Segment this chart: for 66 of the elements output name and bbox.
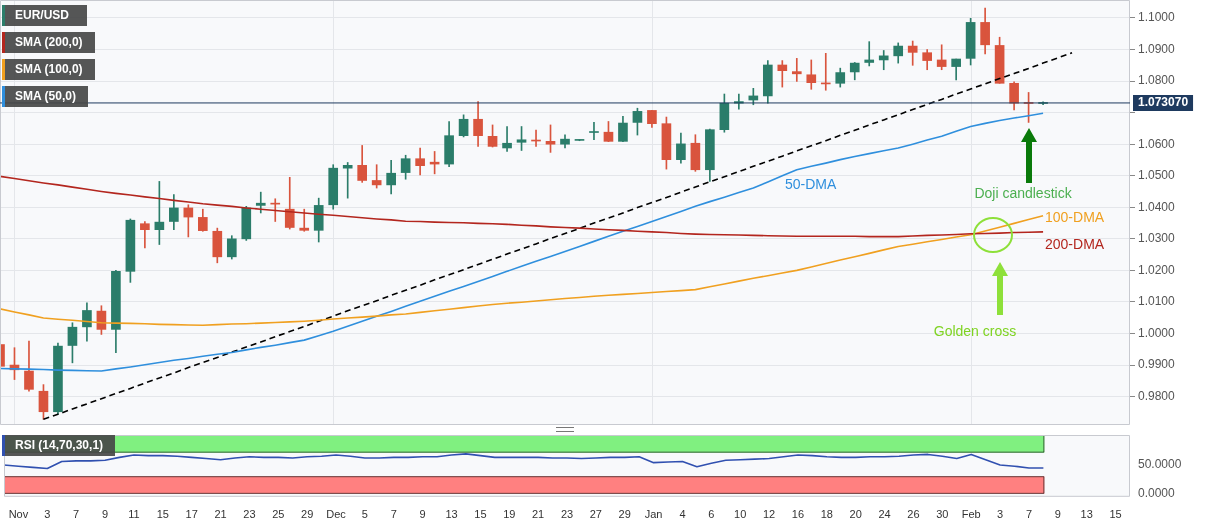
legend-label: SMA (200,0) (2, 32, 95, 53)
y-tick-label: 1.0100 (1138, 294, 1176, 309)
annotation: Doji candlestick (974, 184, 1073, 201)
legend-label: SMA (50,0) (2, 86, 88, 107)
x-tick-label: 20 (849, 508, 862, 521)
x-tick-label: 3 (997, 508, 1004, 521)
x-tick-label: 19 (503, 508, 516, 521)
x-tick-label: 23 (243, 508, 256, 521)
x-tick-label: 15 (474, 508, 487, 521)
y-tick-label: 1.0800 (1138, 73, 1176, 88)
ref-line-label: 1.073070 (1138, 95, 1189, 110)
x-tick-label: 26 (907, 508, 920, 521)
x-tick-label: 3 (44, 508, 51, 521)
x-tick-label: 5 (361, 508, 368, 521)
y-tick-label: 50.0000 (1138, 456, 1182, 471)
legend-label: EUR/USD (2, 5, 87, 26)
annotation: Golden cross (933, 322, 1017, 339)
x-tick-label: Nov (8, 508, 29, 521)
x-tick-label: 7 (390, 508, 397, 521)
legend-label: RSI (14,70,30,1) (2, 435, 116, 456)
x-tick-label: 17 (185, 508, 198, 521)
x-tick-label: Dec (326, 508, 347, 521)
x-tick-label: 24 (878, 508, 891, 521)
annotation: 200-DMA (1045, 235, 1105, 252)
y-tick-label: 0.9800 (1138, 388, 1176, 403)
x-tick-label: 11 (128, 508, 140, 521)
x-tick-label: 4 (679, 508, 686, 521)
y-tick-label: 1.1000 (1138, 10, 1176, 25)
annotation: 50-DMA (785, 175, 838, 192)
x-tick-label: 16 (791, 508, 805, 521)
x-tick-label: 13 (445, 508, 458, 521)
y-tick-label: 1.0900 (1138, 41, 1176, 56)
candlestick (342, 162, 353, 199)
x-tick-label: 9 (1054, 508, 1061, 521)
x-tick-label: 27 (589, 508, 602, 521)
x-tick-label: Jan (644, 508, 663, 521)
x-tick-label: Feb (961, 508, 981, 521)
candlestick (589, 122, 599, 141)
x-tick-label: 10 (734, 508, 747, 521)
x-tick-label: 15 (156, 508, 169, 521)
x-tick-label: 23 (560, 508, 574, 521)
y-tick-label: 0.0000 (1138, 486, 1176, 501)
x-tick-label: 7 (1025, 508, 1033, 521)
y-tick-label: 0.9900 (1138, 357, 1176, 372)
x-tick-label: 9 (419, 508, 426, 521)
legend-label: SMA (100,0) (2, 59, 95, 80)
x-tick-label: 12 (762, 508, 776, 521)
y-tick-label: 1.0600 (1138, 136, 1176, 151)
x-tick-label: 29 (301, 508, 314, 521)
x-tick-label: 18 (820, 508, 833, 521)
annotation: 100-DMA (1045, 208, 1105, 225)
y-tick-label: 1.0500 (1138, 168, 1176, 183)
x-tick-label: 21 (214, 508, 227, 521)
x-tick-label: 6 (708, 508, 715, 521)
x-tick-label: 21 (532, 508, 545, 521)
y-tick-label: 1.0400 (1138, 199, 1176, 214)
x-tick-label: 13 (1080, 508, 1093, 521)
x-tick-label: 9 (101, 508, 109, 521)
y-tick-label: 1.0300 (1138, 231, 1176, 246)
x-tick-label: 25 (272, 508, 285, 521)
y-tick-label: 1.0200 (1138, 262, 1176, 277)
x-tick-label: 15 (1109, 508, 1122, 521)
x-tick-label: 30 (936, 508, 949, 521)
y-tick-label: 1.0000 (1138, 325, 1176, 340)
x-tick-label: 29 (618, 508, 631, 521)
x-tick-label: 7 (73, 508, 80, 521)
